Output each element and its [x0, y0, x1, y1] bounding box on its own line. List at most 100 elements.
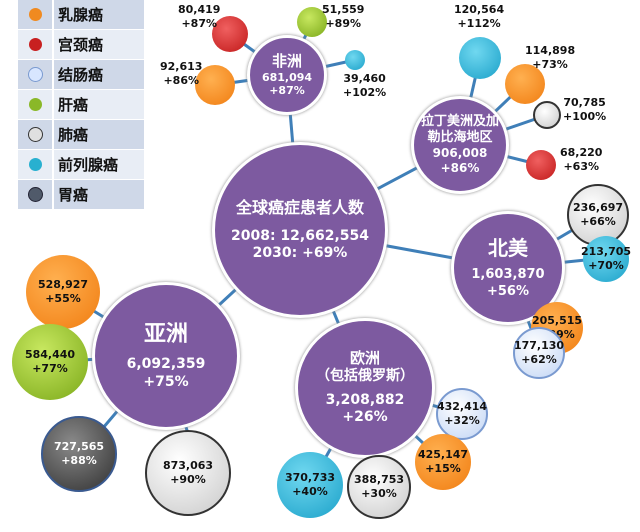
namerica-lung-bubble: 236,697 +66% [567, 184, 629, 246]
africa-cervical-bubble [212, 16, 248, 52]
europe-prostate-bubble: 370,733 +40% [277, 452, 343, 518]
latam-lung-label: 70,785 +100% [563, 96, 606, 125]
bubble-text: +90% [170, 473, 206, 486]
bubble-text: +112% [457, 17, 501, 31]
green-dot-icon [28, 98, 42, 111]
bubble-text: 51,559 [322, 3, 365, 16]
region-growth: +56% [486, 283, 529, 299]
africa-prostate-label: 39,460 +102% [343, 72, 386, 101]
bubble-text: 528,927 [37, 278, 89, 292]
bubble-text: +89% [325, 17, 361, 31]
legend-label: 肺癌 [54, 120, 144, 149]
bubble-text: 177,130 [513, 339, 565, 353]
bubble-text: +32% [444, 414, 480, 427]
latam-prostate-bubble [459, 37, 501, 79]
latam-prostate-label: 120,564 +112% [454, 3, 504, 32]
africa-prostate-bubble [345, 50, 365, 70]
region-name: 欧洲 [349, 349, 380, 368]
region-value: 1,603,870 [471, 267, 545, 283]
bubble-text: +86% [163, 74, 199, 88]
asia-breast-bubble: 528,927 +55% [26, 255, 100, 329]
namerica-bubble: 北美 1,603,870 +56% [451, 211, 565, 325]
bubble-text: +15% [425, 462, 461, 475]
africa-liver-bubble [297, 7, 327, 37]
dark-dot-icon [27, 187, 43, 202]
region-value: 681,094 [261, 70, 313, 84]
namerica-prostate-bubble: 213,705 +70% [580, 236, 632, 282]
bubble-text: 120,564 [454, 3, 505, 16]
region-value: 6,092,359 [126, 356, 206, 373]
bubble-text: 236,697 [572, 201, 624, 215]
bubble-text: 388,753 [353, 473, 405, 487]
latam-breast-label: 114,898 +73% [525, 44, 575, 73]
bubble-text: 213,705 [580, 245, 632, 259]
africa-cervical-label: 80,419 +87% [178, 3, 220, 32]
legend-item-breast: 乳腺癌 [18, 0, 144, 30]
legend-item-liver: 肝癌 [18, 90, 144, 120]
bubble-text: +102% [343, 86, 387, 100]
bubble-text: +77% [32, 362, 68, 375]
region-growth: +87% [269, 84, 305, 98]
asia-stomach-bubble: 727,565 +88% [41, 416, 117, 492]
latam-cervical-label: 68,220 +63% [560, 146, 602, 175]
light-blue-dot-icon [27, 67, 43, 82]
bubble-text: +62% [521, 353, 557, 366]
europe-colon-bubble: 432,414 +32% [436, 388, 488, 440]
africa-liver-label: 51,559 +89% [322, 3, 364, 32]
bubble-text: +87% [181, 17, 217, 31]
region-name: 亚洲 [143, 321, 188, 347]
africa-breast-bubble [195, 65, 235, 105]
bubble-text: 370,733 [284, 471, 336, 485]
legend-item-stomach: 胃癌 [18, 180, 144, 210]
bubble-text: 68,220 [560, 146, 603, 159]
bubble-text: +63% [563, 160, 599, 174]
legend-label: 肝癌 [54, 90, 144, 119]
region-name: 北美 [488, 236, 528, 261]
legend-item-lung: 肺癌 [18, 120, 144, 150]
asia-liver-bubble: 584,440 +77% [12, 324, 88, 400]
legend-item-cervical: 宫颈癌 [18, 30, 144, 60]
bubble-text: +100% [563, 110, 607, 124]
bubble-text: +70% [588, 259, 624, 272]
region-name: 非洲 [271, 51, 302, 70]
bubble-text: 205,515 [531, 314, 583, 328]
global-bubble: 全球癌症患者人数 2008: 12,662,554 2030: +69% [212, 142, 388, 318]
global-2030: 2030: +69% [252, 245, 348, 261]
region-name: 拉丁美洲及加勒比海地区 [420, 114, 499, 145]
white-dot-icon [27, 127, 43, 142]
red-dot-icon [28, 38, 42, 51]
bubble-text: 584,440 [24, 348, 76, 362]
legend-item-prostate: 前列腺癌 [18, 150, 144, 180]
bubble-text: 873,063 [162, 459, 214, 473]
bubble-text: 39,460 [343, 72, 386, 85]
region-growth: +86% [440, 160, 480, 175]
bubble-text: +66% [580, 215, 616, 228]
latam-bubble: 拉丁美洲及加勒比海地区 906,008 +86% [411, 96, 509, 194]
africa-breast-label: 92,613 +86% [160, 60, 202, 89]
bubble-text: 727,565 [53, 440, 105, 454]
legend-label: 前列腺癌 [54, 150, 144, 179]
asia-lung-bubble: 873,063 +90% [145, 430, 231, 516]
bubble-text: +40% [292, 485, 328, 498]
legend-label: 宫颈癌 [54, 30, 144, 59]
global-2008: 2008: 12,662,554 [230, 227, 369, 244]
europe-bubble: 欧洲 （包括俄罗斯） 3,208,882 +26% [295, 318, 435, 458]
legend-label: 结肠癌 [54, 60, 144, 89]
region-value: 906,008 [432, 145, 488, 160]
latam-lung-bubble [533, 101, 561, 129]
europe-breast-bubble: 425,147 +15% [415, 434, 471, 490]
bubble-text: 432,414 [436, 400, 488, 414]
africa-bubble: 非洲 681,094 +87% [247, 35, 327, 115]
bubble-text: 80,419 [178, 3, 221, 16]
region-value: 3,208,882 [325, 391, 405, 408]
global-title: 全球癌症患者人数 [235, 197, 364, 217]
legend-label: 胃癌 [54, 180, 144, 209]
europe-lung-bubble: 388,753 +30% [347, 455, 411, 519]
bubble-text: +88% [61, 454, 97, 467]
region-subtitle: （包括俄罗斯） [316, 368, 414, 385]
latam-breast-bubble [505, 64, 545, 104]
region-growth: +75% [143, 373, 189, 390]
bubble-text: 114,898 [525, 44, 576, 57]
legend-label: 乳腺癌 [54, 0, 144, 29]
bubble-text: +30% [361, 487, 397, 500]
